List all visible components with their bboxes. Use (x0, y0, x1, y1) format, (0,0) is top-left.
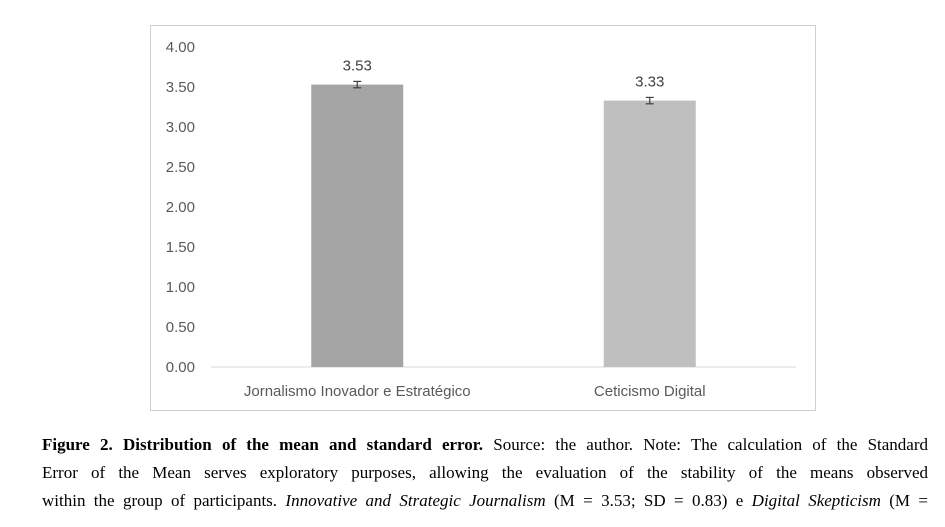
y-tick-label: 1.50 (166, 239, 195, 256)
bar-chart: 0.00 0.50 1.00 1.50 2.00 2.50 3.00 3.50 4.00 3.53… (166, 39, 796, 400)
x-category-label: Ceticismo Digital (594, 383, 706, 400)
y-tick-label: 3.00 (166, 119, 195, 136)
data-label: 3.53 (343, 57, 372, 74)
bar (603, 100, 696, 367)
y-tick-label: 1.00 (166, 279, 195, 296)
caption-line-1: Figure 2. Distribution of the mean and s… (42, 431, 928, 459)
y-tick-label: 2.50 (166, 159, 195, 176)
caption-text: (M = (880, 491, 928, 510)
data-label: 3.33 (635, 73, 664, 90)
x-category-label: Jornalismo Inovador e Estratégico (244, 383, 471, 400)
figure-caption: Figure 2. Distribution of the mean and s… (42, 431, 928, 515)
y-tick-label: 2.00 (166, 199, 195, 216)
bar (311, 84, 404, 367)
caption-source-note: Source: the author. Note: The calculatio… (483, 435, 928, 454)
caption-text: within the group of participants. (42, 491, 286, 510)
caption-italic-term-1: Innovative and Strategic Journalism (285, 491, 546, 510)
y-tick-label: 0.50 (166, 319, 195, 336)
y-tick-label: 3.50 (166, 79, 195, 96)
caption-text: (M = 3.53; SD = 0.83) e (545, 491, 752, 510)
figure-label: Figure 2. Distribution of the mean and s… (42, 435, 484, 454)
y-tick-label: 4.00 (166, 39, 195, 56)
caption-line-2: Error of the Mean serves exploratory pur… (42, 463, 928, 482)
chart-frame: 0.00 0.50 1.00 1.50 2.00 2.50 3.00 3.50 4.00 3.53… (150, 25, 816, 411)
caption-italic-term-2: Digital Skepticism (751, 491, 881, 510)
caption-line-3: within the group of participants. Innova… (42, 487, 928, 515)
y-tick-label: 0.00 (166, 359, 195, 376)
